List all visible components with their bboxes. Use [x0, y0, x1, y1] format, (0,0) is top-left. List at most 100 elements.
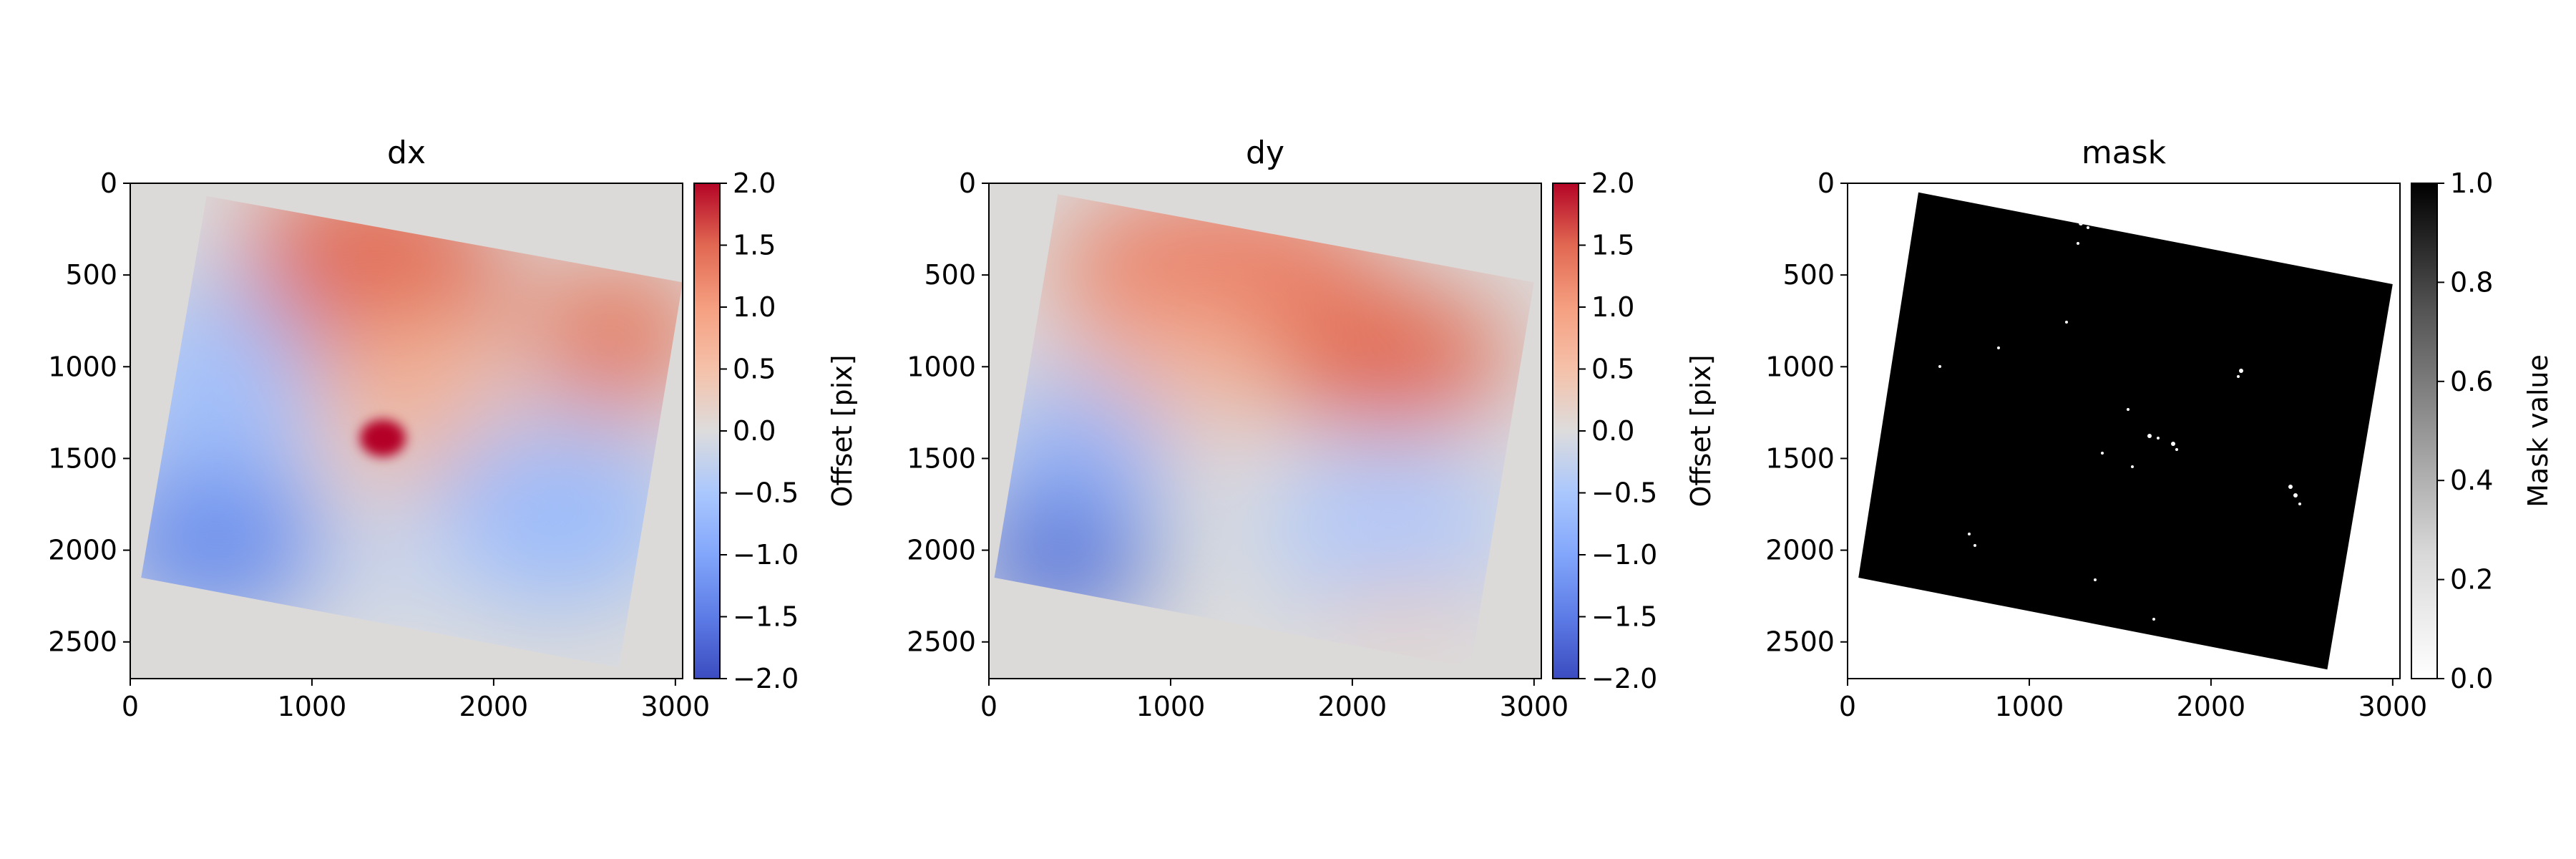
colorbar-tick-label: 0.4	[2450, 465, 2493, 496]
y-tick-label: 0	[1818, 168, 1835, 199]
colorbar-tick-label: 1.0	[733, 291, 776, 323]
colorbar-ticks: 2.0 1.5 1.0 0.5 0.0 −0.5 −1.0 −1.5 −2.0	[720, 168, 799, 694]
mask-speck	[2127, 408, 2129, 411]
y-tick-label: 500	[924, 259, 976, 291]
mask-speck	[2237, 375, 2240, 378]
heatmap-image	[994, 194, 1534, 668]
colorbar-tick-label: −0.5	[1591, 477, 1657, 509]
x-tick-label: 0	[122, 691, 139, 722]
y-tick-label: 1500	[1765, 442, 1835, 474]
colorbar-tick-label: −1.0	[733, 539, 799, 571]
heatmap-image	[1858, 192, 2393, 670]
mask-speck	[2293, 493, 2298, 498]
mask-speck	[2131, 465, 2134, 468]
y-tick-label: 1500	[907, 442, 976, 474]
axes-frame	[988, 183, 1542, 679]
colorbar-tick-label: 0.0	[1591, 415, 1634, 447]
blob-dark-red-patch	[360, 419, 406, 457]
y-tick-label: 0	[959, 168, 976, 199]
colorbar	[2411, 183, 2438, 679]
mask-speck	[1974, 544, 1976, 547]
blob-bottom-center	[322, 530, 479, 616]
colorbar-tick-label: 0.0	[2450, 663, 2493, 694]
colorbar-tick-label: 1.0	[1591, 291, 1634, 323]
blob-left-blue	[994, 379, 1166, 537]
colorbar-label: Mask value	[2522, 354, 2554, 508]
blob-right-red	[530, 258, 683, 415]
x-tick-label: 3000	[1499, 691, 1568, 722]
panel-title: dx	[387, 135, 426, 171]
colorbar-tick-label: 1.5	[733, 230, 776, 261]
panel-title: mask	[2082, 135, 2167, 171]
panel-dx: dx 0 1000 2000 3000 0 500 1000 1500 2000 2500 2.…	[48, 135, 858, 722]
y-tick-label: 1000	[48, 351, 117, 382]
y-axis: 0 500 1000 1500 2000 2500	[48, 168, 130, 658]
y-tick-label: 2500	[1765, 626, 1835, 658]
mask-speck	[2147, 434, 2152, 438]
y-tick-label: 500	[1782, 259, 1835, 291]
mask-speck	[2288, 485, 2293, 489]
panel-mask: mask	[1765, 135, 2554, 722]
x-tick-label: 0	[980, 691, 997, 722]
colorbar	[693, 183, 721, 679]
x-tick-label: 0	[1839, 691, 1856, 722]
colorbar-tick-label: −1.0	[1591, 539, 1657, 571]
x-tick-label: 2000	[459, 691, 529, 722]
mask-speck	[1997, 346, 2000, 349]
colorbar-tick-label: −2.0	[1591, 663, 1657, 694]
axes-frame	[1847, 183, 2401, 679]
mask-speck	[1968, 533, 1971, 535]
x-axis: 0 1000 2000 3000	[1839, 679, 2427, 722]
colorbar-label: Offset [pix]	[826, 354, 858, 507]
x-tick-label: 3000	[2358, 691, 2427, 722]
colorbar-tick-label: 1.5	[1591, 230, 1634, 261]
y-tick-label: 2000	[1765, 535, 1835, 566]
colorbar-tick-label: 0.6	[2450, 366, 2493, 397]
x-axis: 0 1000 2000 3000	[980, 679, 1568, 722]
colorbar-ticks: 2.0 1.5 1.0 0.5 0.0 −0.5 −1.0 −1.5 −2.0	[1579, 168, 1657, 694]
blob-midright-red	[1267, 286, 1510, 430]
colorbar-tick-label: 0.2	[2450, 564, 2493, 596]
mask-speck	[2101, 452, 2104, 455]
axes-frame	[130, 183, 683, 679]
colorbar-label: Offset [pix]	[1685, 354, 1717, 507]
colorbar-tick-label: −1.5	[1591, 601, 1657, 633]
colorbar-ticks: 1.0 0.8 0.6 0.4 0.2 0.0	[2437, 168, 2493, 694]
colorbar-tick-label: 0.0	[733, 415, 776, 447]
y-tick-label: 0	[100, 168, 117, 199]
y-tick-label: 2500	[48, 626, 117, 658]
x-tick-label: 1000	[1995, 691, 2064, 722]
mask-speck	[2239, 369, 2243, 373]
mask-speck	[2298, 503, 2301, 505]
colorbar-tick-label: −1.5	[733, 601, 799, 633]
x-tick-label: 2000	[1318, 691, 1387, 722]
mask-speck	[1938, 365, 1941, 368]
colorbar-tick-label: 2.0	[733, 168, 776, 199]
blob-bottom-salmon	[1331, 580, 1474, 637]
mask-speck	[2157, 437, 2160, 440]
mask-speck	[2065, 321, 2068, 324]
colorbar-tick-label: 0.5	[1591, 354, 1634, 385]
colorbar-tick-label: 0.5	[733, 354, 776, 385]
y-tick-label: 1000	[1765, 351, 1835, 382]
blob-lowerright-blue	[422, 422, 680, 608]
mask-speck	[2152, 618, 2155, 621]
mask-speck	[2087, 226, 2089, 229]
y-axis: 0 500 1000 1500 2000 2500	[1765, 168, 1848, 658]
blob-lowerright-blue	[1267, 444, 1510, 616]
y-tick-label: 500	[65, 259, 117, 291]
y-tick-label: 1000	[907, 351, 976, 382]
mask-speck	[2094, 578, 2097, 581]
y-tick-label: 2000	[907, 535, 976, 566]
colorbar-tick-label: 2.0	[1591, 168, 1634, 199]
y-tick-label: 2000	[48, 535, 117, 566]
x-tick-label: 2000	[2177, 691, 2246, 722]
panel-title: dy	[1246, 135, 1284, 171]
x-tick-label: 1000	[278, 691, 347, 722]
x-tick-label: 1000	[1136, 691, 1206, 722]
mask-speck	[2171, 442, 2175, 446]
x-axis: 0 1000 2000 3000	[122, 679, 710, 722]
colorbar	[1552, 183, 1579, 679]
panel-dy: dy 0 1000 2000 3000 0 500 1000 1500 2000 2500 2.…	[907, 135, 1717, 722]
y-tick-label: 2500	[907, 626, 976, 658]
